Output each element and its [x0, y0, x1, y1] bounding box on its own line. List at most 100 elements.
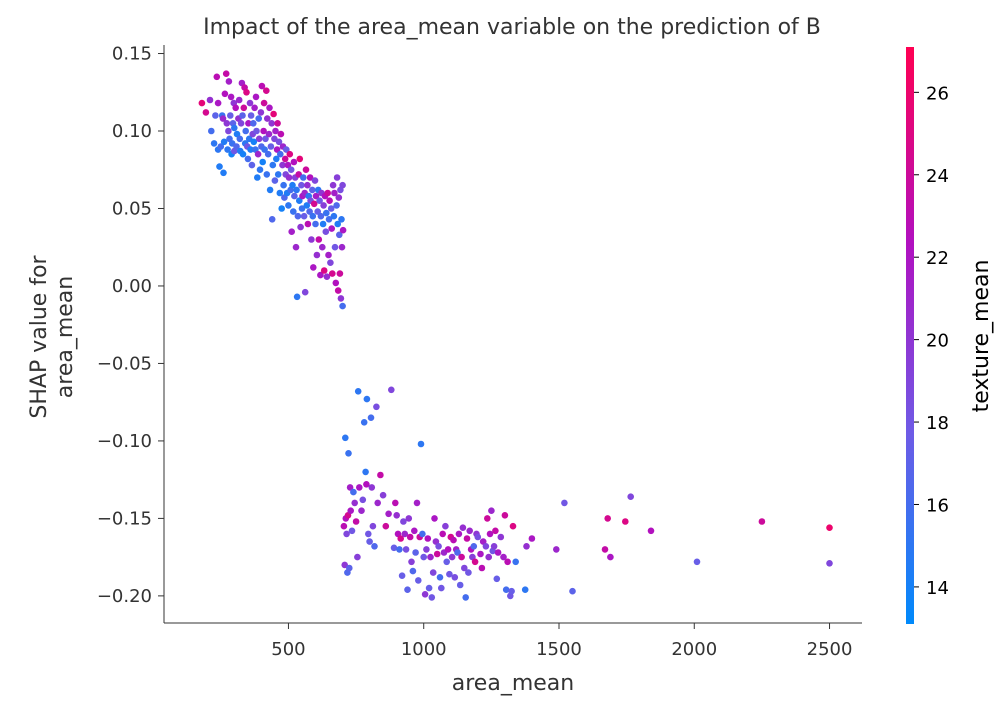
data-point — [425, 584, 433, 592]
data-point — [231, 124, 238, 132]
data-point — [272, 127, 279, 135]
data-point — [345, 450, 352, 457]
data-point — [236, 135, 244, 143]
data-point — [424, 535, 432, 542]
data-point — [254, 150, 262, 158]
data-point — [202, 109, 210, 116]
data-point — [500, 553, 507, 561]
data-point — [334, 220, 342, 228]
data-points — [198, 70, 833, 601]
data-point — [601, 546, 609, 553]
data-point — [553, 546, 560, 553]
data-point — [398, 572, 406, 579]
data-point — [239, 112, 246, 119]
data-point — [351, 499, 359, 507]
data-point — [390, 544, 398, 552]
data-point — [456, 581, 464, 589]
data-point — [263, 171, 271, 178]
data-point — [262, 135, 269, 143]
data-point — [246, 99, 254, 107]
data-point — [431, 515, 438, 522]
y-tick-label: 0.00 — [112, 276, 152, 297]
data-point — [213, 73, 221, 81]
x-tick-label: 1000 — [401, 639, 447, 660]
x-axis-title: area_mean — [452, 671, 574, 696]
data-point — [270, 110, 277, 118]
data-point — [323, 273, 331, 281]
data-point — [466, 527, 474, 535]
data-point — [223, 120, 231, 127]
data-point — [350, 488, 357, 496]
data-point — [401, 530, 409, 538]
data-point — [269, 161, 277, 169]
data-point — [358, 507, 365, 514]
data-point — [298, 205, 306, 212]
data-point — [289, 181, 296, 189]
data-point — [216, 163, 223, 170]
data-point — [267, 143, 275, 150]
data-point — [347, 507, 355, 514]
data-point — [198, 99, 206, 107]
data-point — [333, 174, 341, 181]
data-point — [488, 507, 495, 514]
data-point — [493, 575, 501, 583]
data-point — [454, 549, 461, 556]
data-point — [306, 208, 313, 215]
data-point — [523, 543, 530, 550]
data-point — [346, 564, 353, 572]
data-point — [220, 169, 227, 177]
data-point — [303, 202, 311, 209]
data-point — [409, 567, 417, 575]
data-point — [274, 120, 281, 127]
data-point — [317, 271, 324, 279]
data-point — [250, 120, 257, 127]
data-point — [206, 96, 214, 104]
data-point — [379, 491, 387, 499]
data-point — [367, 414, 375, 422]
data-point — [419, 530, 426, 538]
data-point — [224, 146, 231, 153]
data-point — [342, 434, 349, 442]
data-point — [253, 174, 261, 181]
data-point — [277, 130, 285, 138]
data-point — [388, 386, 395, 394]
data-point — [293, 293, 301, 301]
data-point — [314, 208, 322, 215]
data-point — [290, 208, 297, 215]
data-point — [261, 146, 268, 153]
data-point — [443, 558, 451, 566]
data-point — [338, 216, 345, 223]
data-point — [208, 127, 215, 135]
data-point — [354, 553, 361, 561]
data-point — [411, 527, 418, 535]
data-point — [373, 403, 380, 411]
data-point — [237, 120, 245, 127]
data-point — [278, 205, 286, 212]
data-point — [306, 174, 314, 181]
data-point — [396, 546, 403, 553]
data-point — [277, 150, 284, 158]
data-point — [482, 543, 490, 550]
data-point — [758, 518, 766, 525]
data-point — [332, 279, 340, 287]
data-point — [433, 550, 441, 558]
data-point — [561, 499, 568, 507]
x-tick-label: 500 — [271, 639, 305, 660]
data-point — [366, 538, 373, 545]
data-point — [320, 202, 327, 209]
data-point — [334, 287, 342, 294]
data-point — [268, 120, 276, 127]
data-point — [304, 220, 312, 228]
data-point — [301, 288, 309, 296]
data-point — [331, 189, 338, 197]
data-point — [340, 522, 348, 530]
data-point — [339, 226, 347, 234]
data-point — [243, 89, 250, 96]
data-point — [604, 515, 611, 522]
data-point — [257, 109, 265, 116]
data-point — [323, 209, 330, 217]
data-point — [276, 189, 284, 197]
data-point — [450, 536, 457, 544]
data-point — [335, 194, 343, 201]
